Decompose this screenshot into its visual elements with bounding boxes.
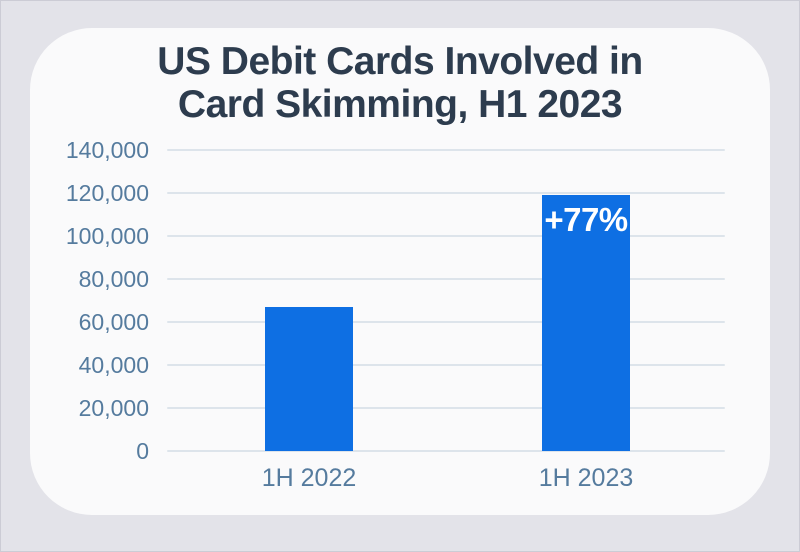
y-tick-label-80000: 80,000 [78,266,149,292]
bar-1h-2023: +77% [542,195,630,451]
plot-area: 0 20,000 40,000 60,000 80,000 100,000 120,000 1… [66,137,725,492]
chart-card: US Debit Cards Involved in Card Skimming… [30,28,770,515]
y-tick-label-60000: 60,000 [78,309,149,335]
chart-title: US Debit Cards Involved in Card Skimming… [30,40,770,126]
bar-annotation-1h-2023: +77% [544,201,628,239]
gridline-120000 [167,192,725,194]
y-tick-label-100000: 100,000 [65,223,149,249]
x-tick-label-1h-2022: 1H 2022 [261,464,357,492]
y-tick-label-0: 0 [136,438,149,464]
bar-1h-2022 [265,306,353,451]
chart-title-line-1: US Debit Cards Involved in [157,40,643,83]
y-tick-label-20000: 20,000 [78,395,149,421]
gridline-100000 [167,235,725,237]
x-tick-label-1h-2023: 1H 2023 [538,464,634,492]
y-tick-label-40000: 40,000 [78,352,149,378]
gridline-140000 [167,149,725,151]
chart-title-line-2: Card Skimming, H1 2023 [177,83,623,126]
gridline-20000 [167,407,725,409]
y-tick-label-140000: 140,000 [65,137,149,163]
gridline-80000 [167,278,725,280]
gridline-60000 [167,321,725,323]
y-tick-label-120000: 120,000 [65,180,149,206]
gridline-40000 [167,364,725,366]
gridline-0 [167,450,725,452]
